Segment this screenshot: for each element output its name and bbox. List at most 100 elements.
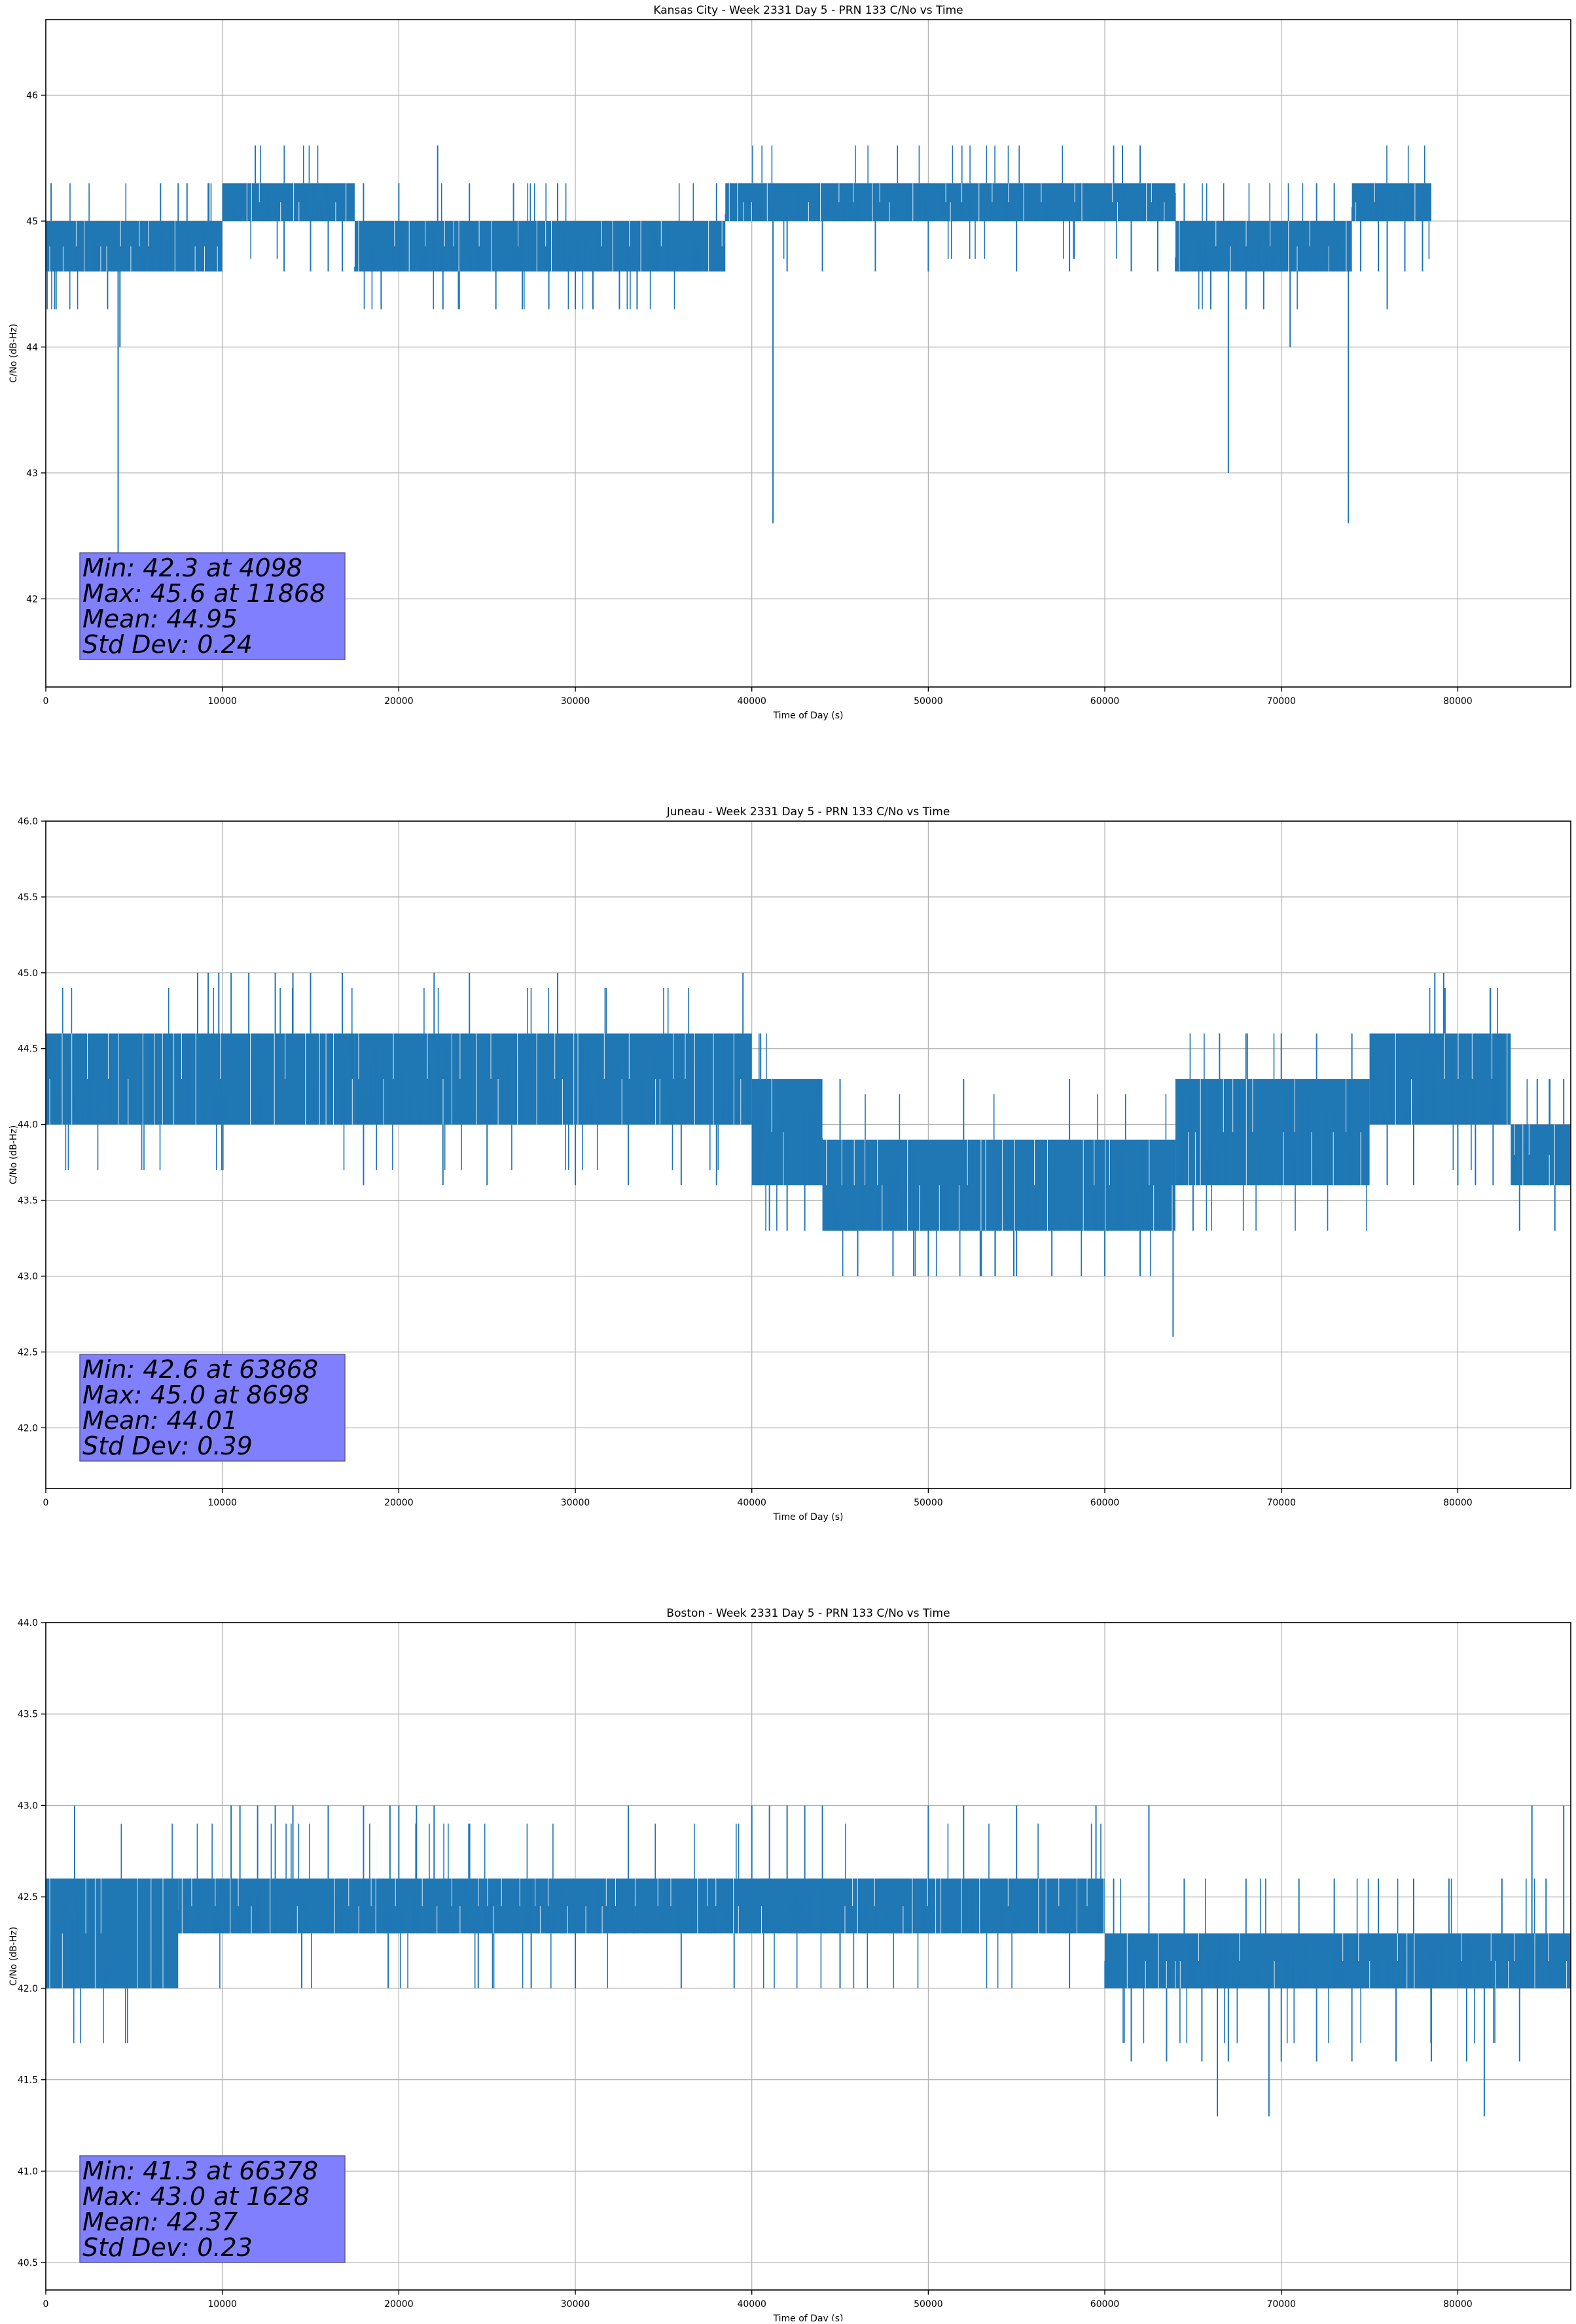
x-tick-label: 30000 <box>561 1498 590 1508</box>
data-trace <box>725 183 1176 221</box>
y-axis-label: C/No (dB-Hz) <box>9 1125 19 1184</box>
data-gaps <box>246 183 347 221</box>
data-band <box>222 183 355 221</box>
x-tick-label: 60000 <box>1090 696 1120 707</box>
data-trace <box>46 1883 170 1988</box>
x-axis: 0 10000 20000 30000 40000 50000 60000 70000 8000… <box>43 1488 1473 1508</box>
data-excursions <box>250 145 319 259</box>
data-gaps <box>49 1878 164 1988</box>
data-trace <box>1351 186 1429 221</box>
data-trace <box>1104 1933 1570 1988</box>
x-tick-label: 40000 <box>737 1498 766 1508</box>
data-band <box>1352 183 1431 221</box>
stats-box <box>79 1354 346 1462</box>
stats-box <box>79 2155 346 2263</box>
data-excursions <box>1189 1033 1367 1231</box>
y-axis: 40.5 41.0 41.5 42.0 42.5 43.0 43.5 44.0 <box>18 1618 46 2268</box>
y-tick-label: 40.5 <box>18 2258 38 2268</box>
x-axis-label: Time of Day (s) <box>773 1512 844 1523</box>
grid-lines <box>45 20 1571 687</box>
y-tick-label: 43.0 <box>18 1271 38 1282</box>
x-axis-label: Time of Day (s) <box>773 711 844 721</box>
data-gaps <box>771 1079 784 1186</box>
data-excursions <box>752 145 1117 259</box>
chart-title: Boston - Week 2331 Day 5 - PRN 133 C/No … <box>666 1607 950 1620</box>
stats-line: Mean: 42.37 <box>82 2208 238 2236</box>
data-gaps <box>826 1139 1173 1231</box>
stats-line: Max: 45.0 at 8698 <box>82 1381 310 1409</box>
axes-frame <box>45 1622 1571 2291</box>
x-tick-label: 60000 <box>1090 2299 1120 2310</box>
data-gaps <box>358 1033 742 1125</box>
data-gaps <box>1179 220 1347 272</box>
y-tick-label: 46.0 <box>18 817 38 827</box>
stats-line: Mean: 44.95 <box>82 605 238 633</box>
data-gaps <box>1126 1933 1567 1988</box>
data-trace <box>1178 1083 1366 1186</box>
x-tick-label: 60000 <box>1090 1498 1120 1508</box>
data-trace <box>1512 1125 1571 1186</box>
stats-line: Mean: 44.01 <box>82 1406 238 1435</box>
x-tick-label: 50000 <box>914 2299 943 2310</box>
stats-line: Std Dev: 0.24 <box>82 630 253 659</box>
x-tick-label: 20000 <box>384 2299 414 2310</box>
y-axis-label: C/No (dB-Hz) <box>9 1927 19 1986</box>
data-band <box>1369 1033 1511 1125</box>
x-axis: 0 10000 20000 30000 40000 50000 60000 70000 8000… <box>43 2290 1473 2310</box>
data-band <box>1175 220 1352 272</box>
x-tick-label: 40000 <box>737 696 766 707</box>
y-tick-label: 43 <box>26 468 38 479</box>
data-band <box>1511 1124 1571 1186</box>
x-tick-label: 10000 <box>207 2299 237 2310</box>
stats-line: Max: 43.0 at 1628 <box>82 2182 310 2211</box>
chart-2: 0 10000 20000 30000 40000 50000 60000 70000 8000… <box>9 805 1571 1523</box>
y-tick-label: 41.0 <box>18 2166 38 2177</box>
x-axis-label: Time of Day (s) <box>773 2314 844 2321</box>
data-trace <box>48 1033 353 1125</box>
data-gaps <box>181 1878 1105 1934</box>
stats-line: Std Dev: 0.23 <box>82 2233 253 2262</box>
data-excursions <box>363 183 694 309</box>
y-tick-label: 44.0 <box>18 1618 38 1629</box>
data-excursions <box>1526 1079 1551 1125</box>
y-tick-label: 46 <box>26 90 38 101</box>
data-excursions <box>1429 988 1498 1171</box>
data-excursions <box>842 1094 1167 1276</box>
y-axis-label: C/No (dB-Hz) <box>9 324 19 383</box>
data-trace <box>756 1085 823 1186</box>
y-tick-label: 43.0 <box>18 1801 38 1811</box>
data-excursions <box>62 988 353 1171</box>
data-band <box>354 220 726 272</box>
y-tick-label: 44 <box>26 342 38 353</box>
data-excursions <box>1120 1878 1535 2043</box>
y-tick-label: 45 <box>26 217 38 227</box>
x-tick-label: 70000 <box>1266 2299 1296 2310</box>
data-band <box>354 1033 752 1125</box>
x-tick-label: 50000 <box>914 1498 943 1508</box>
stats-line: Min: 42.6 at 63868 <box>82 1355 318 1384</box>
data-band <box>46 1878 179 1988</box>
data-series <box>46 145 1431 561</box>
data-excursions <box>376 988 719 1171</box>
data-band <box>751 1079 823 1186</box>
data-trace <box>827 1142 1172 1231</box>
y-tick-label: 44.5 <box>18 1044 38 1055</box>
stats-line: Min: 41.3 at 66378 <box>82 2157 318 2185</box>
y-axis: 42 43 44 45 46 <box>26 90 46 605</box>
data-gaps <box>1395 1033 1508 1125</box>
data-excursions <box>1386 145 1430 259</box>
y-axis: 42.0 42.5 43.0 43.5 44.0 44.5 45.0 45.5 46.0 <box>18 817 46 1434</box>
y-tick-label: 42.0 <box>18 1423 38 1434</box>
data-trace <box>357 1034 748 1125</box>
stats-line: Min: 42.3 at 4098 <box>82 554 302 582</box>
data-trace <box>1175 221 1343 272</box>
data-series <box>46 1805 1571 2117</box>
data-excursions <box>759 1033 778 1231</box>
data-band <box>1175 1079 1370 1186</box>
data-trace <box>1370 1034 1509 1125</box>
x-tick-label: 0 <box>43 696 49 707</box>
data-excursions <box>196 1823 1101 1988</box>
y-tick-label: 42.5 <box>18 1892 38 1903</box>
y-tick-label: 42.0 <box>18 1984 38 1994</box>
